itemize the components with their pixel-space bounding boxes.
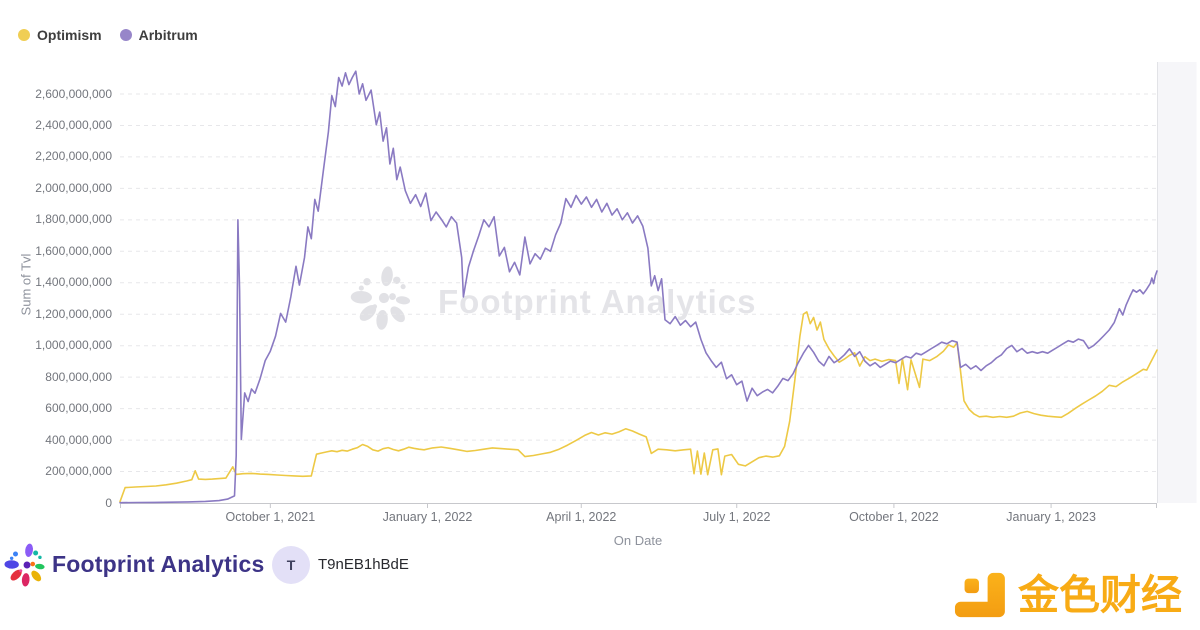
chart-legend: Optimism Arbitrum: [18, 27, 198, 43]
y-axis-tick-label: 2,400,000,000: [35, 117, 112, 132]
jinse-finance-logo: 金色财经: [948, 571, 1182, 619]
avatar-letter: T: [286, 557, 296, 573]
y-axis-tick-label: 0: [105, 495, 112, 510]
legend-item-arbitrum[interactable]: Arbitrum: [119, 27, 198, 43]
legend-label-arbitrum: Arbitrum: [138, 27, 198, 43]
arbitrum-series-dot-icon: [119, 29, 132, 41]
legend-label-optimism: Optimism: [37, 27, 102, 43]
footprint-brand-name: Footprint Analytics: [52, 551, 265, 577]
y-axis-tick-label: 1,600,000,000: [35, 243, 112, 258]
jinse-finance-logo-icon: [954, 572, 1005, 618]
footprint-watermark-logo-icon: [350, 266, 411, 330]
y-axis-tick-label: 600,000,000: [45, 401, 112, 416]
y-axis-tick-label: 200,000,000: [45, 464, 112, 479]
x-axis-tick-label: January 1, 2023: [1006, 510, 1096, 524]
y-axis-tick-label: 1,400,000,000: [35, 275, 112, 290]
y-axis-tick-label: 1,000,000,000: [35, 338, 112, 353]
y-axis-title: Sum of Tvl: [18, 253, 34, 316]
y-axis-tick-label: 2,600,000,000: [35, 86, 112, 101]
x-axis-tick-label: July 1, 2022: [703, 510, 771, 524]
optimism-series-dot-icon: [18, 29, 30, 41]
x-axis-tick-label: January 1, 2022: [382, 510, 473, 524]
x-axis-tick-label: April 1, 2022: [546, 510, 617, 524]
legend-item-optimism[interactable]: Optimism: [18, 27, 102, 43]
y-axis-tick-label: 800,000,000: [45, 369, 112, 384]
footprint-logo-icon: [4, 543, 45, 587]
jinse-finance-logo-text: 金色财经: [1018, 572, 1182, 618]
x-axis-tick-label: October 1, 2021: [225, 510, 316, 524]
y-axis-tick-label: 2,000,000,000: [35, 180, 112, 195]
user-id-text: T9nEB1hBdE: [318, 556, 409, 573]
y-axis-tick-label: 400,000,000: [45, 432, 112, 447]
y-axis-tick-label: 1,800,000,000: [35, 212, 112, 227]
y-axis-tick-label: 1,200,000,000: [35, 306, 112, 321]
x-axis-tick-label: October 1, 2022: [849, 510, 939, 524]
user-avatar: T: [272, 546, 310, 584]
y-axis-tick-label: 2,200,000,000: [35, 149, 112, 164]
x-axis-title: On Date: [613, 533, 663, 548]
